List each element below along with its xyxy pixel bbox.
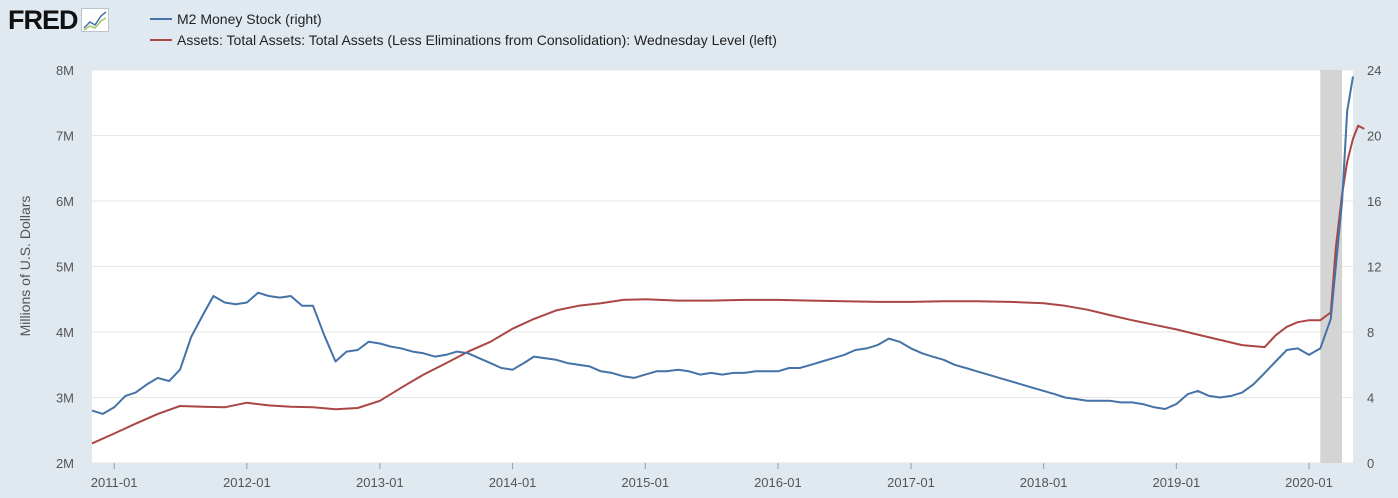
fred-logo-text: FRED (8, 5, 78, 35)
y-right-tick-label: 20 (1367, 129, 1381, 144)
legend-label-m2: M2 Money Stock (right) (177, 10, 322, 27)
fred-graph-icon (80, 8, 109, 32)
series-lines (91, 76, 1365, 445)
legend-swatch-assets (150, 38, 172, 41)
y-right-tick-label: 12 (1367, 260, 1381, 275)
legend-item-m2[interactable]: M2 Money Stock (right) (150, 8, 777, 29)
y-axis-right: 0 4 8 12 16 20 24 (1367, 63, 1381, 471)
x-tick-label: 2018-01 (1020, 475, 1068, 490)
y-axis-left-title: Millions of U.S. Dollars (17, 196, 33, 337)
x-tick-label: 2013-01 (356, 475, 404, 490)
y-right-tick-label: 8 (1367, 325, 1374, 340)
x-tick-label: 2020-01 (1285, 475, 1333, 490)
chart-legend: M2 Money Stock (right) Assets: Total Ass… (150, 8, 777, 50)
y-right-tick-label: 24 (1367, 63, 1381, 78)
y-right-tick-label: 16 (1367, 194, 1381, 209)
recession-shade (1320, 70, 1343, 463)
y-right-tick-label: 0 (1367, 456, 1374, 471)
series-line-assets (91, 124, 1365, 445)
y-left-tick-label: 3M (56, 391, 74, 406)
series-line-m2 (91, 76, 1354, 415)
x-tick-label: 2012-01 (223, 475, 271, 490)
recession-band (1320, 70, 1343, 463)
fred-logo[interactable]: FRED (8, 6, 109, 34)
y-left-tick-label: 7M (56, 129, 74, 144)
y-axis-left: 2M 3M 4M 5M 6M 7M 8M (56, 63, 74, 471)
x-tick-label: 2015-01 (621, 475, 669, 490)
y-left-tick-label: 5M (56, 260, 74, 275)
y-left-tick-label: 6M (56, 194, 74, 209)
x-tick-label: 2014-01 (489, 475, 537, 490)
y-left-tick-label: 4M (56, 325, 74, 340)
grid-lines (92, 69, 1353, 464)
x-tick-label: 2017-01 (887, 475, 935, 490)
legend-item-assets[interactable]: Assets: Total Assets: Total Assets (Less… (150, 29, 777, 50)
x-tick-label: 2016-01 (754, 475, 802, 490)
x-tick-label: 2019-01 (1152, 475, 1200, 490)
x-tick-label: 2011-01 (91, 475, 138, 490)
legend-swatch-m2 (150, 17, 172, 20)
x-axis: 2011-01 2012-01 2013-01 2014-01 2015-01 2016-… (91, 463, 1333, 490)
y-left-tick-label: 8M (56, 63, 74, 78)
y-right-tick-label: 4 (1367, 391, 1374, 406)
legend-label-assets: Assets: Total Assets: Total Assets (Less… (177, 31, 777, 48)
y-left-tick-label: 2M (56, 456, 74, 471)
